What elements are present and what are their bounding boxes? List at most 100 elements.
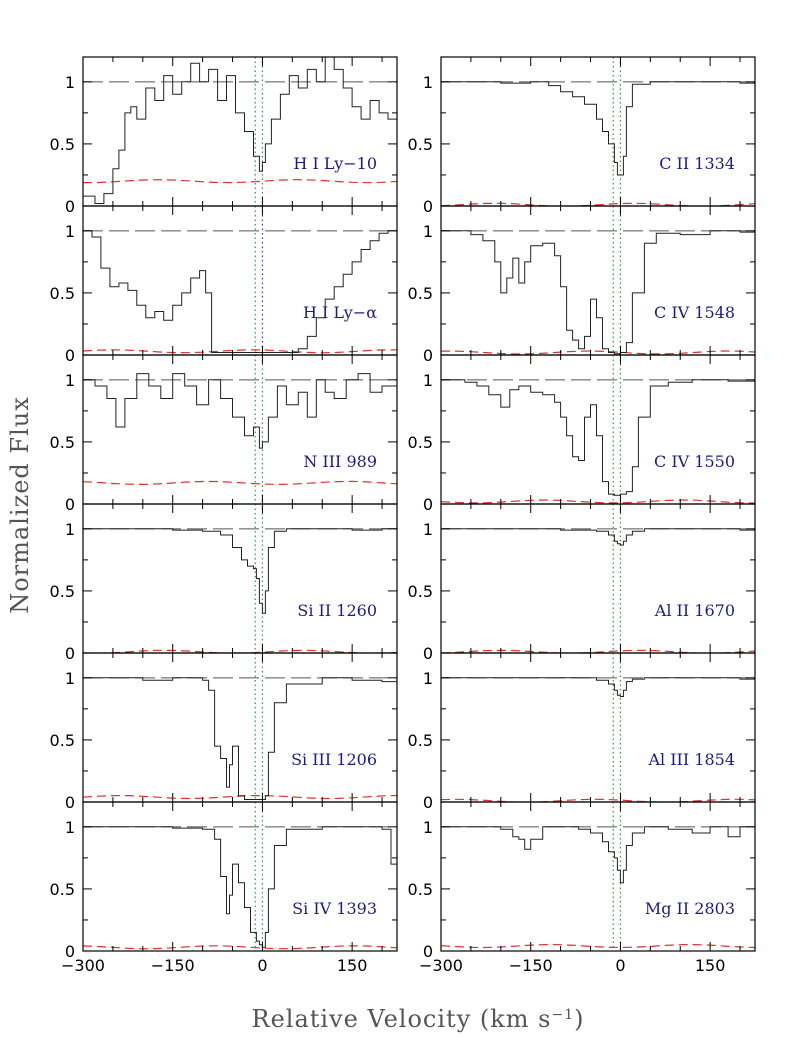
- panel: 0 0.5 1 −300 −150 0 150 Mg II 2803: [408, 801, 756, 975]
- ion-label: Si IV 1393: [292, 899, 377, 918]
- x-tick-label: 0: [257, 956, 267, 975]
- panel: 0 0.5 1 Si III 1206: [50, 652, 398, 812]
- panels-group: 0 0.5 1 H I Ly−10 0 0.5 1 C II 1334 0 0.5 1 H I Ly−…: [50, 56, 756, 975]
- ion-label: H I Ly−α: [303, 303, 377, 322]
- panel: 0 0.5 1 H I Ly−α: [50, 205, 398, 365]
- y-tick-label: 0: [423, 346, 433, 365]
- y-tick-label: 1: [65, 371, 75, 390]
- panel-frame: [440, 205, 756, 356]
- y-tick-label: 1: [423, 818, 433, 837]
- y-tick-label: 1: [423, 73, 433, 92]
- y-tick-label: 0.5: [50, 433, 75, 452]
- flux-spectrum: [441, 528, 755, 546]
- panel-frame: [440, 801, 756, 952]
- y-tick-label: 1: [423, 222, 433, 241]
- y-tick-label: 0.5: [50, 284, 75, 303]
- panel-frame: [82, 801, 398, 952]
- y-tick-label: 0: [65, 495, 75, 514]
- ion-label: N III 989: [303, 452, 377, 471]
- flux-spectrum: [83, 826, 397, 948]
- error-spectrum: [83, 480, 397, 486]
- y-tick-label: 0: [423, 793, 433, 812]
- panel: 0 0.5 1 C II 1334: [408, 56, 756, 216]
- flux-spectrum: [441, 230, 755, 355]
- error-spectrum: [441, 798, 755, 802]
- y-tick-label: 0.5: [408, 135, 433, 154]
- x-axis-title-close: ): [574, 1005, 584, 1033]
- x-tick-label: −300: [61, 956, 105, 975]
- x-tick-label: −150: [151, 956, 195, 975]
- y-tick-label: 1: [65, 520, 75, 539]
- ion-label: Al III 1854: [647, 750, 735, 769]
- error-spectrum: [83, 179, 397, 184]
- flux-spectrum: [441, 379, 755, 496]
- y-tick-label: 0.5: [50, 582, 75, 601]
- y-tick-label: 0.5: [50, 880, 75, 899]
- panel: 0 0.5 1 −300 −150 0 150 Si IV 1393: [50, 801, 398, 975]
- y-tick-label: 0: [65, 197, 75, 216]
- y-tick-label: 0.5: [408, 433, 433, 452]
- y-tick-label: 0: [423, 197, 433, 216]
- x-axis-title-sup: −1: [551, 1007, 574, 1023]
- flux-spectrum: [441, 677, 755, 697]
- panel: 0 0.5 1 Al III 1854: [408, 652, 756, 812]
- x-tick-label: 150: [337, 956, 368, 975]
- x-axis-title: Relative Velocity (km s−1): [252, 1005, 585, 1033]
- error-spectrum: [441, 649, 755, 653]
- ion-label: H I Ly−10: [293, 154, 377, 173]
- y-tick-label: 0: [65, 793, 75, 812]
- y-tick-label: 0: [423, 495, 433, 514]
- x-tick-label: −150: [509, 956, 553, 975]
- flux-spectrum: [441, 81, 755, 176]
- ion-label: C II 1334: [659, 154, 735, 173]
- panel: 0 0.5 1 H I Ly−10: [50, 56, 398, 216]
- y-tick-label: 1: [65, 669, 75, 688]
- y-tick-label: 0: [65, 942, 75, 961]
- panel-frame: [82, 205, 398, 356]
- panel: 0 0.5 1 Al II 1670: [408, 503, 756, 663]
- error-spectrum: [83, 945, 397, 950]
- ion-label: Si III 1206: [291, 750, 377, 769]
- y-tick-label: 1: [423, 669, 433, 688]
- panel: 0 0.5 1 C IV 1548: [408, 205, 756, 365]
- panel: 0 0.5 1 Si II 1260: [50, 503, 398, 663]
- panel: 0 0.5 1 C IV 1550: [408, 354, 756, 514]
- y-tick-label: 0.5: [408, 582, 433, 601]
- error-spectrum: [83, 349, 397, 354]
- y-tick-label: 1: [65, 222, 75, 241]
- error-spectrum: [441, 499, 755, 504]
- ion-label: Si II 1260: [297, 601, 377, 620]
- y-tick-label: 1: [423, 371, 433, 390]
- y-tick-label: 1: [65, 73, 75, 92]
- ion-label: Mg II 2803: [645, 899, 735, 918]
- x-tick-label: 0: [615, 956, 625, 975]
- flux-spectrum: [83, 57, 397, 204]
- error-spectrum: [441, 202, 755, 206]
- panel-frame: [440, 652, 756, 803]
- panel-frame: [82, 652, 398, 803]
- error-spectrum: [441, 350, 755, 355]
- y-tick-label: 0: [423, 644, 433, 663]
- panel-frame: [82, 56, 398, 207]
- flux-spectrum: [83, 224, 397, 353]
- y-tick-label: 1: [423, 520, 433, 539]
- y-tick-label: 0.5: [408, 880, 433, 899]
- y-tick-label: 0: [65, 346, 75, 365]
- panel-frame: [440, 56, 756, 207]
- y-tick-label: 1: [65, 818, 75, 837]
- y-tick-label: 0: [423, 942, 433, 961]
- flux-spectrum: [83, 677, 397, 800]
- x-tick-label: −300: [419, 956, 463, 975]
- error-spectrum: [441, 943, 755, 949]
- y-tick-label: 0.5: [50, 135, 75, 154]
- flux-spectrum: [83, 373, 397, 449]
- ion-label: Al II 1670: [654, 601, 735, 620]
- flux-spectrum: [441, 826, 755, 884]
- flux-spectrum: [83, 528, 397, 614]
- y-tick-label: 0: [65, 644, 75, 663]
- panel-frame: [440, 354, 756, 505]
- panel: 0 0.5 1 N III 989: [50, 354, 398, 514]
- ion-label: C IV 1548: [654, 303, 735, 322]
- x-axis-title-main: Relative Velocity (km s: [252, 1005, 552, 1033]
